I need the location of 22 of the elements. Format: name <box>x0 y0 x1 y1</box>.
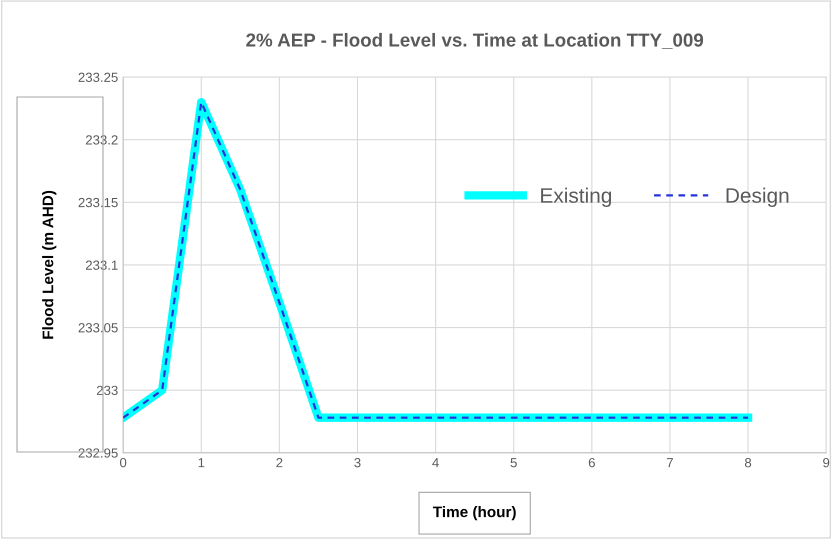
legend-label: Existing <box>541 188 612 208</box>
chart-title: 2% AEP - Flood Level vs. Time at Location TTY_009 <box>246 32 704 49</box>
x-tick-label: 8 <box>744 458 752 468</box>
x-tick-label: 9 <box>823 458 830 468</box>
y-tick-label: 233.2 <box>86 135 118 145</box>
y-tick-label: 233.25 <box>78 72 118 82</box>
x-tick-label: 3 <box>354 458 361 468</box>
y-tick-label: 233.15 <box>78 198 118 208</box>
y-tick-label: 233.1 <box>86 260 118 270</box>
y-tick-label: 233 <box>96 386 118 396</box>
x-axis-title: Time (hour) <box>432 506 516 520</box>
x-tick-label: 7 <box>666 458 673 468</box>
x-tick-label: 2 <box>276 458 282 468</box>
y-tick-label: 232.95 <box>78 448 118 458</box>
x-tick-label: 0 <box>120 458 126 468</box>
x-tick-label: 5 <box>510 458 517 468</box>
legend-label: Design <box>726 188 788 208</box>
y-axis-title: Flood Level (m AHD) <box>42 190 56 339</box>
x-tick-label: 1 <box>198 458 204 468</box>
y-tick-label: 233.05 <box>78 323 118 332</box>
x-tick-label: 6 <box>588 458 595 468</box>
x-tick-label: 4 <box>432 458 439 468</box>
